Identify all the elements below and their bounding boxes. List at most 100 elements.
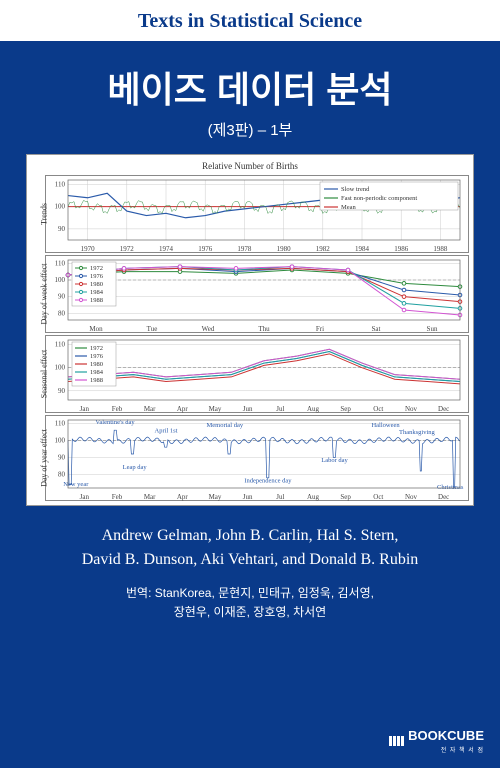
svg-text:Memorial day: Memorial day [206,422,243,429]
svg-text:Independence day: Independence day [244,477,292,484]
publisher-name: BOOKCUBE [408,728,484,743]
publisher-sub: 전 자 책 서 점 [408,745,484,754]
svg-text:1980: 1980 [277,245,292,253]
book-icon [389,736,404,746]
svg-text:Jun: Jun [243,405,253,413]
book-title: 베이즈 데이터 분석 [108,61,393,113]
svg-text:Halloween: Halloween [371,422,400,429]
svg-text:1974: 1974 [159,245,174,253]
svg-text:90: 90 [58,387,66,395]
svg-text:Fri: Fri [316,325,324,333]
svg-text:1972: 1972 [90,265,103,272]
chart-panel-dow: Day of week effect8090100110MonTueWedThu… [45,255,469,333]
y-axis-label: Trends [40,203,49,225]
svg-text:Thu: Thu [258,325,270,333]
svg-text:80: 80 [58,309,66,317]
svg-text:May: May [209,493,222,501]
main-panel: 베이즈 데이터 분석 (제3판) – 1부 Relative Number of… [0,43,500,768]
svg-text:1972: 1972 [90,345,103,352]
translators-block: 번역: StanKorea, 문현지, 민태규, 임정욱, 김서영, 장현우, … [126,584,374,622]
svg-text:Jan: Jan [80,405,90,413]
svg-text:110: 110 [55,341,66,349]
book-subtitle: (제3판) – 1부 [208,119,293,140]
svg-text:Feb: Feb [112,493,123,501]
svg-text:Jul: Jul [276,493,284,501]
svg-text:Thanksgiving: Thanksgiving [399,429,435,436]
svg-text:80: 80 [58,470,66,478]
svg-text:1988: 1988 [433,245,448,253]
svg-text:1976: 1976 [198,245,213,253]
authors-block: Andrew Gelman, John B. Carlin, Hal S. St… [82,524,419,572]
series-title: Texts in Statistical Science [138,10,362,32]
chart-panel-trends: Trends9010011019701972197419761978198019… [45,175,469,253]
y-axis-label: Seasonal effect [40,350,49,399]
svg-text:Sat: Sat [372,325,381,333]
svg-text:90: 90 [58,453,66,461]
svg-text:Sun: Sun [427,325,438,333]
svg-text:100: 100 [55,364,66,372]
svg-text:Mon: Mon [89,325,103,333]
svg-text:90: 90 [58,225,66,233]
svg-text:90: 90 [58,293,66,301]
svg-text:100: 100 [55,203,66,211]
svg-text:Feb: Feb [112,405,123,413]
y-axis-label: Day of year effect [40,429,49,487]
svg-text:Mar: Mar [144,405,156,413]
svg-text:1988: 1988 [90,297,103,304]
svg-text:1982: 1982 [316,245,331,253]
svg-text:Slow trend: Slow trend [341,186,370,193]
series-bar: Texts in Statistical Science [0,0,500,43]
svg-text:Labor day: Labor day [321,457,348,464]
svg-text:1976: 1976 [90,353,104,360]
svg-text:Fast non-periodic component: Fast non-periodic component [341,195,417,202]
figure-title: Relative Number of Births [31,159,469,173]
svg-text:Oct: Oct [373,493,383,501]
svg-text:Wed: Wed [202,325,215,333]
svg-text:Oct: Oct [373,405,383,413]
svg-text:110: 110 [55,259,66,267]
svg-text:Leap day: Leap day [123,464,148,471]
svg-text:1984: 1984 [90,369,104,376]
svg-text:Jul: Jul [276,405,284,413]
svg-text:110: 110 [55,419,66,427]
svg-text:1978: 1978 [237,245,252,253]
svg-text:Sep: Sep [340,405,351,413]
svg-text:New year: New year [63,481,89,488]
chart-panel-seasonal: Seasonal effect90100110JanFebMarAprMayJu… [45,335,469,413]
svg-text:Apr: Apr [177,493,189,501]
svg-text:1976: 1976 [90,273,104,280]
translators-line2: 장현우, 이재준, 장호영, 차서연 [126,603,374,622]
svg-text:Sep: Sep [340,493,351,501]
svg-text:Tue: Tue [147,325,158,333]
svg-text:Jun: Jun [243,493,253,501]
svg-text:1984: 1984 [90,289,104,296]
svg-text:Apr: Apr [177,405,189,413]
svg-text:Mean: Mean [341,204,357,211]
authors-line2: David B. Dunson, Aki Vehtari, and Donald… [82,548,419,572]
svg-text:Aug: Aug [307,405,320,413]
svg-text:100: 100 [55,276,66,284]
cover-figure: Relative Number of Births Trends 90 100 110… [26,154,474,506]
svg-text:Aug: Aug [307,493,320,501]
svg-text:Jan: Jan [80,493,90,501]
svg-text:110: 110 [55,180,66,188]
svg-text:1972: 1972 [120,245,135,253]
svg-text:Nov: Nov [405,405,418,413]
authors-line1: Andrew Gelman, John B. Carlin, Hal S. St… [82,524,419,548]
chart-panel-doy: Day of year effect8090100110JanFebMarApr… [45,415,469,501]
svg-text:Mar: Mar [144,493,156,501]
svg-text:100: 100 [55,436,66,444]
svg-text:1984: 1984 [355,245,370,253]
svg-text:Dec: Dec [438,493,449,501]
svg-text:Dec: Dec [438,405,449,413]
publisher-logo: BOOKCUBE 전 자 책 서 점 [389,727,484,754]
svg-text:Nov: Nov [405,493,418,501]
svg-text:May: May [209,405,222,413]
svg-text:1980: 1980 [90,281,103,288]
svg-text:1980: 1980 [90,361,103,368]
translators-line1: 번역: StanKorea, 문현지, 민태규, 임정욱, 김서영, [126,584,374,603]
svg-text:1988: 1988 [90,377,103,384]
svg-text:1986: 1986 [394,245,409,253]
svg-text:1970: 1970 [81,245,96,253]
svg-text:April 1st: April 1st [155,427,178,434]
